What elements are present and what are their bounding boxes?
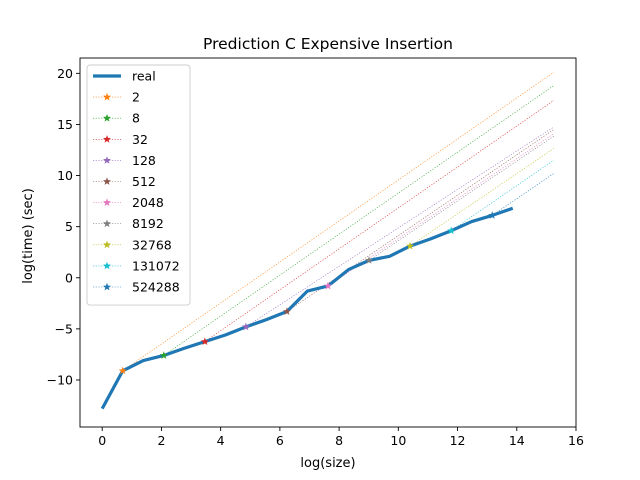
series-line-2048 [327,133,554,287]
series-line-2 [122,72,554,372]
legend: real 2 8 32 128 512 2048 8192 32768 131072 524288 [86,64,191,306]
legend-marker [103,114,111,122]
legend-label: 128 [132,153,156,168]
legend-item-32: 32 [93,132,148,147]
legend-label: real [132,69,156,84]
legend-item-8: 8 [93,111,140,126]
y-tick-label: 15 [57,117,73,132]
legend-item-128: 128 [93,153,156,168]
series-line-131072 [450,159,554,231]
point-marker-2048 [324,281,332,290]
series-line-128 [245,126,554,328]
x-tick-label: 10 [390,433,406,448]
y-tick-label: 5 [65,219,73,234]
point-marker-524288 [488,211,497,219]
series-2048 [327,133,554,287]
legend-item-32768: 32768 [93,237,172,252]
x-tick-label: 2 [157,433,165,448]
chart-title: Prediction C Expensive Insertion [203,35,453,53]
legend-label: 8 [132,111,140,126]
axes-frame [79,57,577,428]
point-marker-128 [241,322,250,331]
series-32768 [409,148,554,247]
series-line-32768 [409,148,554,247]
point-marker-2 [118,366,127,375]
x-tick-label: 0 [98,433,106,448]
legend-label: 8192 [132,216,164,231]
series-line-8192 [368,135,554,261]
point-marker-131072 [447,226,456,235]
legend-item-real: real [93,69,156,84]
x-tick-label: 8 [335,433,343,448]
point-marker-32 [200,337,209,346]
y-tick-label: 10 [57,168,73,183]
legend-marker [103,92,111,101]
y-tick-label: 0 [65,270,73,285]
series-line-32 [204,100,554,342]
legend-label: 32768 [132,237,172,252]
legend-marker [103,198,111,206]
legend-item-512: 512 [93,174,156,189]
legend-label: 2 [132,90,140,105]
series-line-8 [163,85,554,356]
y-tick-label: 20 [57,66,73,81]
y-tick-label: −10 [47,372,73,387]
legend-label: 32 [132,132,148,147]
legend-item-524288: 524288 [93,280,180,295]
series-2 [122,72,554,372]
x-tick-label: 16 [568,433,584,448]
x-axis-label: log(size) [300,456,355,471]
legend-item-2048: 2048 [93,195,164,210]
series-line-real [100,206,514,410]
series-real [100,206,514,410]
legend-label: 524288 [132,280,180,295]
legend-item-8192: 8192 [93,216,164,231]
series-32 [204,100,554,342]
x-tick-label: 6 [276,433,284,448]
series-131072 [450,159,554,231]
series-8192 [368,135,554,261]
legend-marker [103,177,111,185]
y-tick-label: −5 [55,321,73,336]
series-8 [163,85,554,356]
legend-marker [103,135,111,143]
point-marker-32768 [406,241,415,250]
legend-label: 512 [132,174,156,189]
legend-label: 2048 [132,195,164,210]
x-tick-label: 12 [450,433,466,448]
x-tick-label: 14 [509,433,525,448]
point-marker-8192 [365,256,374,264]
legend-label: 131072 [132,258,180,273]
legend-marker [103,219,111,228]
legend-item-131072: 131072 [93,258,180,273]
axes: 0 2 4 6 8 10 12 14 16 −10 −5 0 5 10 15 20 [47,57,584,448]
legend-marker [103,282,111,291]
legend-marker [103,156,111,164]
point-marker-8 [159,351,168,359]
point-marker-512 [282,307,291,315]
plot-area [100,72,554,410]
x-tick-label: 4 [217,433,225,448]
legend-marker [103,261,111,270]
legend-marker [103,240,111,249]
y-axis-label: log(time) (sec) [21,188,36,284]
series-128 [245,126,554,328]
legend-item-2: 2 [93,90,140,105]
